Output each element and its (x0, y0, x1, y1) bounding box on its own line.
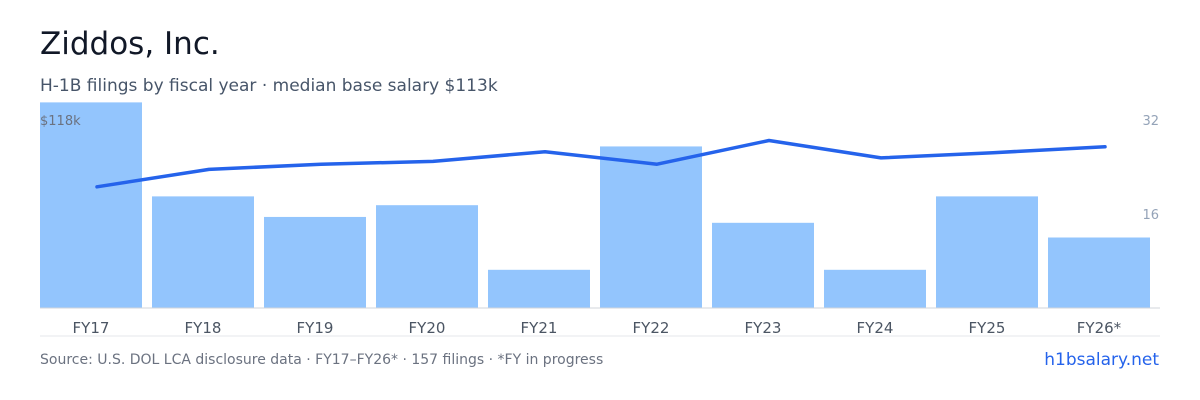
x-tick-label: FY19 (297, 319, 334, 337)
salary-line (95, 138, 1107, 189)
x-tick-label: FY20 (409, 319, 446, 337)
bar (600, 146, 702, 308)
left-axis-label: $118k (40, 114, 81, 129)
right-axis-label: 16 (1142, 208, 1159, 223)
x-tick-label: FY24 (857, 319, 894, 337)
x-tick-label: FY17 (73, 319, 110, 337)
brand-link[interactable]: h1bsalary.net (1044, 350, 1159, 370)
bar (40, 102, 142, 308)
x-tick-label: FY23 (745, 319, 782, 337)
bar (1048, 237, 1150, 308)
bar (824, 269, 926, 308)
source-note: Source: U.S. DOL LCA disclosure data · F… (40, 352, 604, 368)
x-tick-label: FY25 (969, 319, 1006, 337)
bar (488, 269, 590, 308)
right-axis-label: 32 (1142, 114, 1159, 129)
x-tick-label: FY18 (185, 319, 222, 337)
x-tick-label: FY21 (521, 319, 558, 337)
x-tick-label: FY22 (633, 319, 670, 337)
bar (152, 196, 254, 308)
chart-title: Ziddos, Inc. (40, 26, 220, 62)
bar (376, 205, 478, 308)
chart-subtitle: H-1B filings by fiscal year · median bas… (40, 76, 498, 96)
bar (936, 196, 1038, 308)
bar (712, 222, 814, 308)
bar (264, 216, 366, 308)
x-tick-label: FY26* (1077, 319, 1122, 337)
